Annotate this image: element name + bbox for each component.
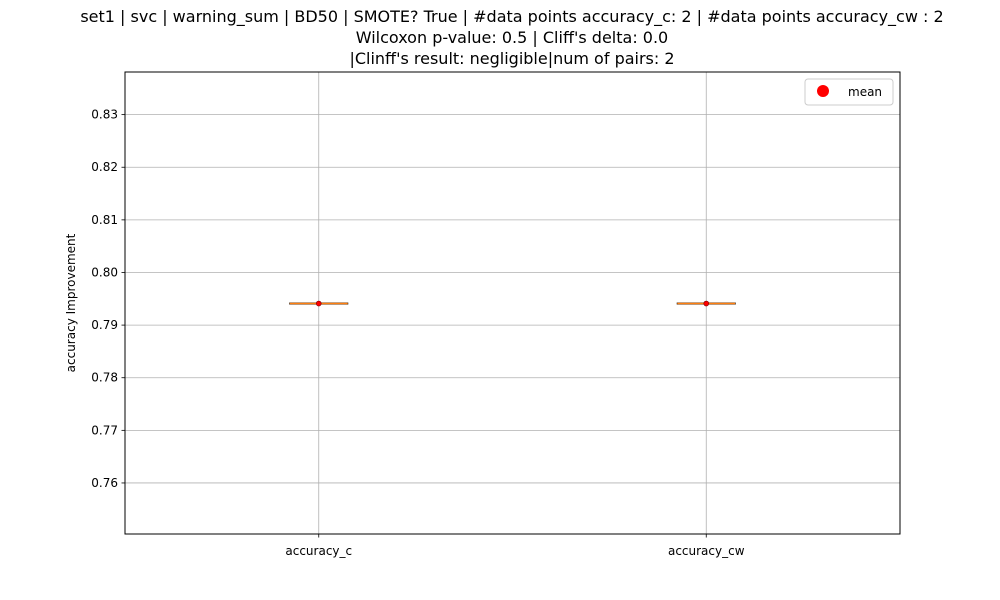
plot-area-frame [124,71,901,535]
legend-mean-marker [817,85,829,97]
mean-marker [315,300,322,307]
box-plot-accuracy_cw [676,300,736,307]
legend-mean-label: mean [848,85,882,99]
y-tick-label: 0.83 [91,108,118,122]
chart-title-line-2: Wilcoxon p-value: 0.5 | Cliff's delta: 0… [356,28,668,47]
chart-title-line-3: |Clinff's result: negligible|num of pair… [349,49,674,68]
y-tick-label: 0.78 [91,371,118,385]
legend: mean [804,78,894,106]
box-plots [289,300,736,307]
y-tick-label: 0.76 [91,476,118,490]
chart-title-line-1: set1 | svc | warning_sum | BD50 | SMOTE?… [80,7,943,27]
legend-frame [804,78,894,106]
y-tick-label: 0.77 [91,423,118,437]
x-tick-label: accuracy_cw [668,544,745,558]
y-tick-label: 0.82 [91,160,118,174]
box-plot-accuracy_c [289,300,349,307]
mean-marker [703,300,710,307]
axis-ticks: 0.76 0.77 0.78 0.79 0.80 0.81 0.82 0.83 accuracy… [91,108,744,558]
y-tick-label: 0.79 [91,318,118,332]
y-tick-label: 0.80 [91,265,118,279]
x-tick-label: accuracy_c [285,544,352,558]
y-tick-label: 0.81 [91,213,118,227]
y-axis-label: accuracy Improvement [64,233,78,372]
